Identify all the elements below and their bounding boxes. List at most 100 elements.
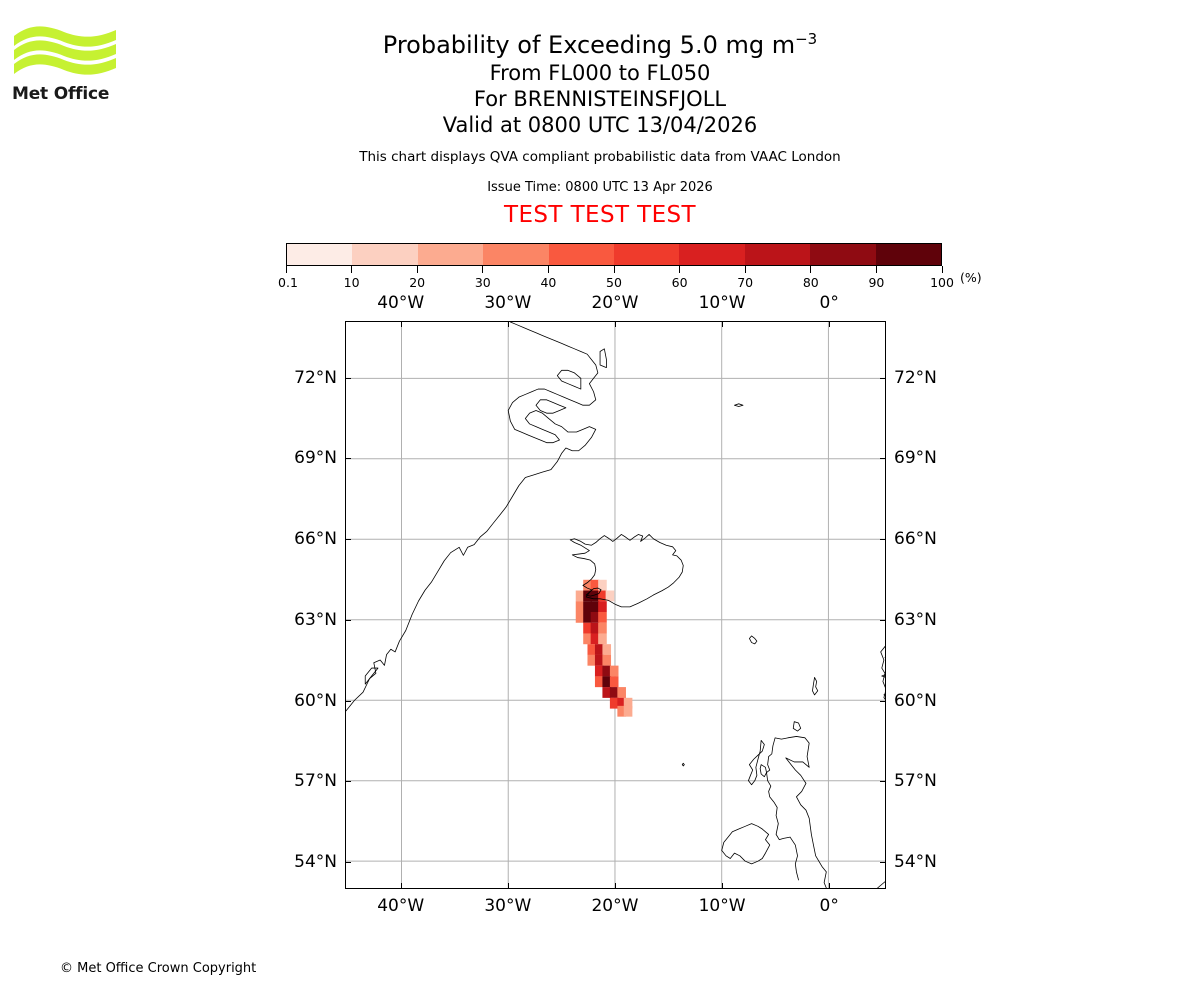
colorbar-tick-label: 20 <box>409 275 426 290</box>
colorbar-segment-1 <box>352 244 418 265</box>
lat-tick <box>345 539 351 541</box>
ash-cell <box>587 654 597 666</box>
lat-tick <box>880 700 886 702</box>
coastline-greenland-s1 <box>364 667 379 685</box>
ash-cell <box>598 633 607 645</box>
colorbar-segment-4 <box>548 244 615 265</box>
ash-cell <box>575 590 585 602</box>
lon-tick <box>829 883 831 889</box>
ash-cell <box>598 579 607 591</box>
coastline-hebrides <box>748 740 765 786</box>
colorbar-tick-label: 10 <box>343 275 360 290</box>
lon-axis-label: 10°W <box>698 293 746 313</box>
ash-probability-layer <box>575 579 633 717</box>
ash-cell <box>575 611 585 623</box>
colorbar-unit-label: (%) <box>960 270 982 285</box>
lon-axis-label: 40°W <box>377 896 425 916</box>
lat-axis-label-right: 72°N <box>894 367 937 388</box>
ash-cell <box>602 676 612 688</box>
lon-tick <box>722 321 724 327</box>
ash-cell <box>594 665 604 677</box>
ash-cell <box>617 705 626 717</box>
ash-cell <box>609 697 619 709</box>
colorbar-tick-label: 100 <box>930 275 954 290</box>
colorbar-tick <box>875 266 877 273</box>
lon-axis-label: 20°W <box>591 896 639 916</box>
coastline-faroes <box>749 635 758 645</box>
lat-tick <box>345 377 351 379</box>
page-title: Probability of Exceeding 5.0 mg m−3 <box>0 24 1200 60</box>
ash-cell <box>594 654 604 666</box>
lat-axis-label-left: 60°N <box>294 690 337 711</box>
colorbar-tick-label: 60 <box>671 275 688 290</box>
colorbar-tick-label: 50 <box>606 275 622 290</box>
lon-axis-label: 40°W <box>377 293 425 313</box>
ash-cell <box>602 665 612 677</box>
colorbar-tick <box>416 266 418 273</box>
colorbar-tick <box>547 266 549 273</box>
colorbar-tick <box>482 266 484 273</box>
lon-tick <box>614 321 616 327</box>
coastline-greenland-pen <box>599 348 607 369</box>
coastline-ireland <box>721 823 771 865</box>
colorbar: 0.1 10 20 30 40 50 60 70 80 90 100 <box>278 243 954 293</box>
volcano-name: For BRENNISTEINSFJOLL <box>473 87 727 111</box>
coastline-scotland <box>785 736 827 888</box>
lat-tick <box>345 781 351 783</box>
lon-axis-label: 30°W <box>484 293 532 313</box>
colorbar-tick-label: 30 <box>474 275 491 290</box>
colorbar-tick <box>744 266 746 273</box>
lat-tick <box>345 458 351 460</box>
ash-cell <box>602 687 612 698</box>
lon-axis-label: 0° <box>819 896 839 916</box>
lat-tick <box>880 539 886 541</box>
valid-time: Valid at 0800 UTC 13/04/2026 <box>442 113 758 137</box>
coastline-skye <box>759 764 767 778</box>
coastline-jan-mayen <box>734 403 744 407</box>
chart-title-block: Probability of Exceeding 5.0 mg m−3 From… <box>0 24 1200 228</box>
colorbar-segment-8 <box>810 244 876 265</box>
colorbar-gradient <box>286 243 942 266</box>
lat-axis-label-right: 60°N <box>894 690 937 711</box>
ash-cell <box>623 697 633 709</box>
colorbar-tick <box>613 266 615 273</box>
coastline-shetland <box>812 677 819 696</box>
lon-axis-label: 30°W <box>484 896 532 916</box>
coastline-iceland-pen <box>585 587 602 597</box>
ash-cell <box>598 611 607 623</box>
ash-cell <box>602 644 612 655</box>
lon-tick <box>507 321 509 327</box>
lat-tick <box>880 862 886 864</box>
met-office-wordmark: Met Office <box>12 84 110 104</box>
colorbar-segment-3 <box>483 244 549 265</box>
map-gridlines <box>346 322 885 888</box>
ash-cell <box>594 644 604 655</box>
colorbar-tick-label: 40 <box>540 275 557 290</box>
coastline-greenland-inner2 <box>556 369 582 390</box>
ash-cell <box>583 579 592 591</box>
colorbar-segment-9 <box>875 244 942 265</box>
ash-cell <box>575 601 585 613</box>
ash-cell <box>590 611 600 623</box>
ash-cell <box>583 611 592 623</box>
lat-tick <box>345 700 351 702</box>
lat-axis-label-left: 66°N <box>294 529 337 550</box>
lat-tick <box>880 377 886 379</box>
title-main-text: Probability of Exceeding 5.0 mg m <box>382 31 796 59</box>
colorbar-tick <box>285 266 287 273</box>
lat-tick <box>880 458 886 460</box>
coastline-denmark <box>877 881 885 888</box>
lat-tick <box>345 862 351 864</box>
lat-axis-label-left: 63°N <box>294 609 337 630</box>
colorbar-tick-label: 70 <box>737 275 754 290</box>
colorbar-tick <box>679 266 681 273</box>
ash-cell <box>598 590 607 602</box>
ash-cell <box>609 676 619 688</box>
copyright-notice: © Met Office Crown Copyright <box>60 961 257 976</box>
map-canvas[interactable] <box>345 321 886 889</box>
colorbar-segment-5 <box>614 244 680 265</box>
colorbar-segment-2 <box>417 244 484 265</box>
lon-axis-label: 0° <box>819 293 839 313</box>
ash-cell <box>583 622 592 634</box>
lat-axis-label-left: 54°N <box>294 852 337 873</box>
